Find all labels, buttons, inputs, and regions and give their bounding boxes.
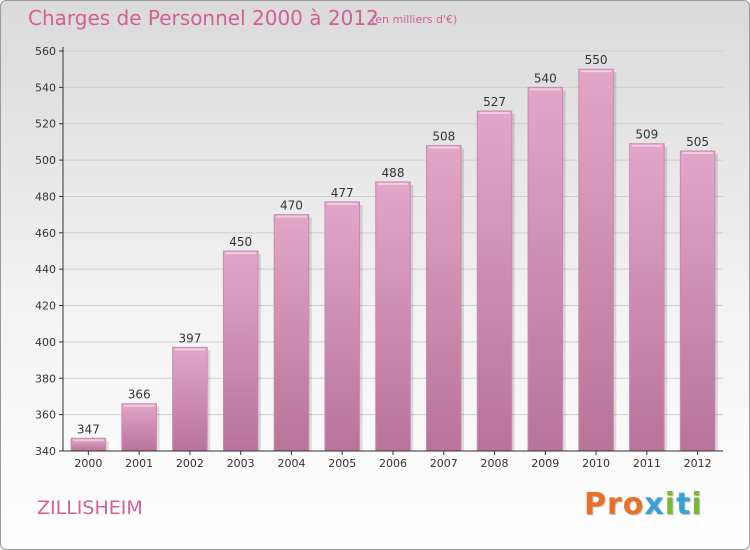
bar-2006[interactable] <box>375 181 411 452</box>
x-tick-label: 2003 <box>227 457 255 470</box>
bar-highlight <box>174 348 206 351</box>
bar-value-label: 508 <box>432 130 455 144</box>
bar-value-label: 470 <box>280 199 303 213</box>
bar-highlight <box>377 182 409 185</box>
y-tick-label: 420 <box>35 300 56 313</box>
bar-value-label: 540 <box>534 71 557 85</box>
logo-letter: o <box>622 487 645 522</box>
bar-highlight <box>225 252 256 254</box>
x-tick-label: 2001 <box>125 457 153 470</box>
bar-highlight <box>276 215 307 218</box>
commune-name: ZILLISHEIM <box>37 497 143 519</box>
bar-2009[interactable] <box>527 86 564 452</box>
x-tick-label: 2009 <box>531 457 559 470</box>
bar-2001[interactable] <box>121 403 157 452</box>
y-tick-label: 400 <box>35 336 56 349</box>
bar-highlight <box>326 202 358 205</box>
y-tick-label: 460 <box>35 227 56 240</box>
bar-2004[interactable] <box>273 214 310 452</box>
y-tick-label: 560 <box>35 45 56 58</box>
logo-letter: i <box>691 487 703 522</box>
bar-value-label: 366 <box>128 388 151 402</box>
x-tick-label: 2008 <box>481 457 509 470</box>
x-tick-label: 2005 <box>328 457 356 470</box>
bar-2005[interactable] <box>324 201 360 452</box>
bar-value-label: 505 <box>686 135 709 149</box>
bar-2011[interactable] <box>629 143 665 452</box>
x-tick-label: 2007 <box>430 457 458 470</box>
bar-highlight <box>479 112 510 114</box>
y-tick-label: 340 <box>35 445 56 458</box>
bar-value-label: 397 <box>178 331 201 345</box>
y-tick-label: 440 <box>35 263 56 276</box>
y-tick-label: 380 <box>35 372 56 385</box>
bar-2002[interactable] <box>172 346 208 452</box>
proxiti-logo[interactable]: Proxiti <box>584 487 703 522</box>
y-tick-label: 540 <box>35 81 56 94</box>
x-tick-label: 2012 <box>684 457 712 470</box>
x-tick-label: 2000 <box>74 457 102 470</box>
logo-letter: t <box>676 487 692 522</box>
bar-value-label: 509 <box>635 128 658 142</box>
bar-highlight <box>428 146 460 149</box>
logo-letter: r <box>607 487 623 522</box>
bar-2008[interactable] <box>476 110 513 452</box>
bar-value-label: 488 <box>382 166 405 180</box>
bar-highlight <box>530 88 561 91</box>
bar-value-label: 477 <box>331 186 354 200</box>
bar-2012[interactable] <box>679 150 716 452</box>
y-tick-label: 480 <box>35 190 56 203</box>
chart-subtitle: (en milliers d'€) <box>371 13 458 26</box>
x-tick-label: 2006 <box>379 457 407 470</box>
y-tick-label: 360 <box>35 409 56 422</box>
bar-value-label: 450 <box>229 235 252 249</box>
bar-2010[interactable] <box>578 68 614 452</box>
x-tick-label: 2010 <box>582 457 610 470</box>
bar-highlight <box>580 70 612 73</box>
bar-highlight <box>682 152 713 154</box>
x-tick-label: 2002 <box>176 457 204 470</box>
y-tick-label: 500 <box>35 154 56 167</box>
y-tick-label: 520 <box>35 118 56 131</box>
logo-letter: i <box>664 487 677 522</box>
bar-highlight <box>123 404 155 407</box>
bar-2007[interactable] <box>426 145 462 452</box>
bar-value-label: 347 <box>77 422 100 436</box>
logo-letter: P <box>584 487 607 522</box>
x-tick-label: 2011 <box>633 457 661 470</box>
bar-highlight <box>631 144 663 147</box>
bar-value-label: 550 <box>585 53 608 67</box>
bar-2003[interactable] <box>222 250 259 452</box>
bar-value-label: 527 <box>483 95 506 109</box>
bar-highlight <box>73 439 104 442</box>
logo-letter: x <box>644 487 665 522</box>
chart-title: Charges de Personnel 2000 à 2012 <box>28 6 379 30</box>
x-tick-label: 2004 <box>277 457 305 470</box>
